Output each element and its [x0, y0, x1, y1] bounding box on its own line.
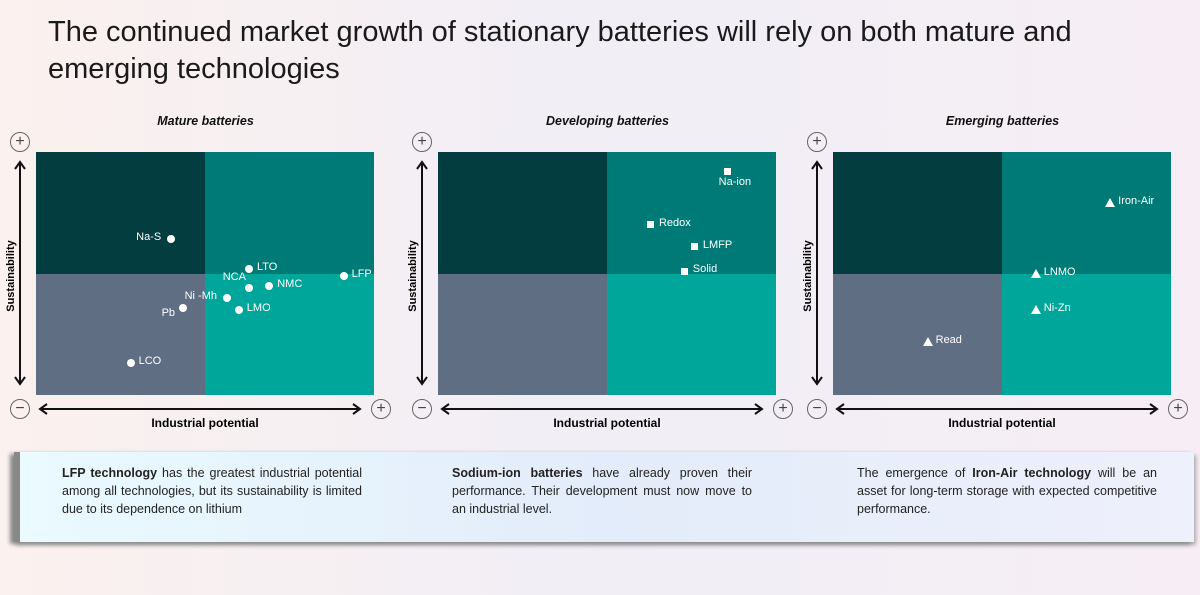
point-label: Ni -Mh: [184, 289, 217, 302]
quadrant-top-left: [438, 152, 607, 274]
quadrant-bottom-left: [36, 273, 205, 395]
data-point-redox: [647, 221, 655, 229]
data-point-lmfp: [691, 243, 699, 251]
point-label: LMO: [246, 301, 271, 314]
point-label: Read: [935, 333, 962, 346]
data-point-nmc: [265, 281, 274, 290]
y-axis-arrow: [416, 160, 428, 391]
data-point-lnmo: [1030, 268, 1041, 278]
minus-icon: −: [412, 399, 432, 419]
quadrant-bottom-right: [205, 273, 374, 395]
plus-icon: +: [1168, 399, 1188, 419]
y-axis-label: Sustainability: [5, 240, 17, 312]
point-label: Solid: [692, 263, 718, 276]
data-point-pb: [179, 303, 188, 312]
quadrant-top-left: [36, 152, 205, 274]
data-point-iron-air: [1105, 198, 1116, 208]
data-point-ni-zn: [1030, 304, 1041, 314]
quadrant-plot: Na-ion Redox LMFP Solid: [438, 152, 776, 395]
point-label: Redox: [658, 216, 691, 229]
point-label: Iron-Air: [1118, 195, 1155, 208]
note-sodium-ion: Sodium-ion batteries have already proven…: [452, 466, 752, 516]
data-point-na-s: [167, 235, 176, 244]
x-axis-label: Industrial potential: [553, 416, 661, 430]
quadrant-top-left: [833, 152, 1002, 274]
note-lfp: LFP technology has the greatest industri…: [62, 466, 362, 516]
data-point-lfp: [339, 271, 348, 280]
data-point-lco: [126, 359, 135, 368]
quadrant-top-right: [607, 152, 776, 274]
chart-title: Developing batteries: [546, 114, 669, 128]
data-point-read: [922, 336, 933, 346]
quadrant-bottom-right: [1002, 273, 1171, 395]
plus-icon: +: [371, 399, 391, 419]
data-point-ni-mh: [222, 293, 231, 302]
x-axis-label: Industrial potential: [151, 416, 259, 430]
y-axis-label: Sustainability: [802, 240, 814, 312]
minus-icon: −: [10, 399, 30, 419]
point-label: Pb: [161, 306, 176, 319]
quadrant-top-right: [205, 152, 374, 274]
point-label: LTO: [256, 260, 278, 273]
data-point-nca: [244, 284, 253, 293]
minus-icon: −: [807, 399, 827, 419]
point-label: LMFP: [702, 238, 733, 251]
data-point-na-ion: [724, 167, 732, 175]
plus-icon: +: [10, 132, 30, 152]
y-axis-arrow: [811, 160, 823, 391]
x-axis-label: Industrial potential: [948, 416, 1056, 430]
quadrant-bottom-right: [607, 273, 776, 395]
chart-panel-1: Developing batteries + − + Sustainabilit…: [407, 110, 805, 440]
quadrant-bottom-left: [833, 273, 1002, 395]
quadrant-plot: Na-S LTO LFP NCA NMC Ni -Mh Pb LMO LCO: [36, 152, 374, 395]
point-label: Ni-Zn: [1043, 301, 1071, 314]
data-point-lto: [244, 264, 253, 273]
chart-title: Emerging batteries: [945, 114, 1060, 128]
data-point-solid: [681, 267, 689, 275]
y-axis-label: Sustainability: [407, 240, 419, 312]
quadrant-top-right: [1002, 152, 1171, 274]
chart-panel-0: Mature batteries + − + Sustainability In…: [5, 110, 403, 440]
plus-icon: +: [412, 132, 432, 152]
data-point-lmo: [234, 305, 243, 314]
chart-title: Mature batteries: [157, 114, 254, 128]
point-label: NMC: [277, 277, 303, 290]
chart-panel-2: Emerging batteries + − + Sustainability …: [802, 110, 1200, 440]
point-label: Na-S: [136, 231, 162, 244]
point-label: NCA: [222, 271, 246, 284]
quadrant-plot: Iron-Air LNMO Ni-Zn Read: [833, 152, 1171, 395]
x-axis-arrow: [440, 402, 764, 420]
x-axis-arrow: [835, 402, 1159, 420]
x-axis-arrow: [38, 402, 362, 420]
plus-icon: +: [807, 132, 827, 152]
y-axis-arrow: [14, 160, 26, 391]
point-label: LCO: [138, 355, 162, 368]
point-label: LNMO: [1043, 265, 1076, 278]
plus-icon: +: [773, 399, 793, 419]
note-iron-air: The emergence of Iron-Air technology wil…: [857, 466, 1158, 516]
page-title: The continued market growth of stationar…: [48, 16, 1072, 85]
point-label: LFP: [351, 267, 372, 280]
point-label: Na-ion: [718, 176, 752, 189]
notes-box: LFP technology has the greatest industri…: [14, 452, 1194, 542]
quadrant-bottom-left: [438, 273, 607, 395]
